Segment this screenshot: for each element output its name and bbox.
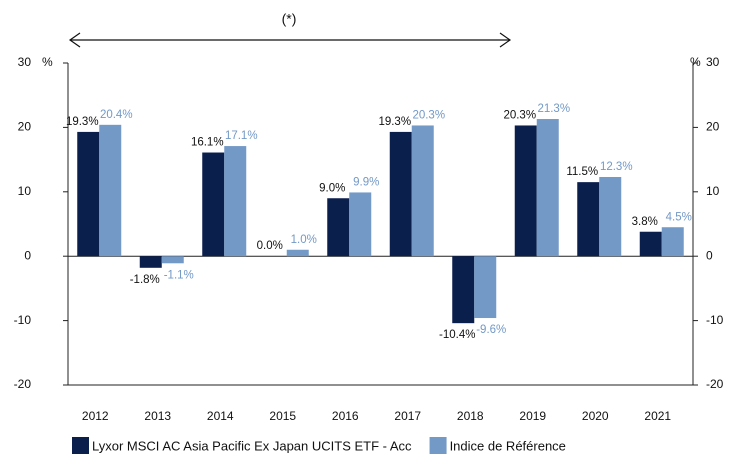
x-tick-label: 2021	[644, 409, 671, 423]
value-label: 16.1%	[191, 137, 224, 149]
bar	[536, 119, 559, 257]
legend-swatch	[72, 437, 89, 454]
value-label: 9.9%	[353, 176, 379, 188]
bar	[327, 198, 350, 257]
bar	[286, 249, 309, 257]
x-tick-label: 2020	[582, 409, 609, 423]
bar	[161, 256, 184, 264]
y-tick-label: -20	[14, 377, 32, 391]
annotation: (*)	[282, 11, 297, 27]
legend-label: Lyxor MSCI AC Asia Pacific Ex Japan UCIT…	[92, 438, 412, 453]
y-tick-label-right: 10	[706, 184, 720, 198]
y-tick-label: 20	[18, 120, 32, 134]
bar	[599, 176, 622, 257]
bar	[577, 182, 600, 257]
y-tick-label: 30	[18, 55, 32, 69]
x-tick-label: 2017	[394, 409, 421, 423]
bar	[202, 152, 225, 257]
value-label: 19.3%	[66, 116, 99, 128]
bar	[77, 131, 100, 257]
value-label: 3.8%	[632, 216, 658, 228]
y-tick-label-right: 20	[706, 120, 720, 134]
y-tick-label-right: -10	[706, 313, 724, 327]
value-label: 21.3%	[537, 103, 570, 115]
value-label: 9.0%	[319, 182, 345, 194]
value-label: 4.5%	[666, 211, 692, 223]
value-label: 12.3%	[600, 161, 633, 173]
value-label: 19.3%	[378, 116, 411, 128]
y-tick-label: -10	[14, 313, 32, 327]
value-label: -1.1%	[164, 269, 194, 281]
bar	[224, 146, 247, 257]
bar	[139, 256, 162, 268]
x-tick-label: 2018	[457, 409, 484, 423]
value-label: -10.4%	[439, 329, 475, 341]
value-label: 20.4%	[100, 109, 133, 121]
bar	[514, 125, 537, 257]
x-tick-label: 2016	[332, 409, 359, 423]
bar	[349, 192, 372, 257]
x-tick-label: 2012	[82, 409, 109, 423]
y-tick-label-right: 30	[706, 55, 720, 69]
x-tick-label: 2013	[144, 409, 171, 423]
value-label: 20.3%	[412, 109, 445, 121]
x-tick-label: 2014	[207, 409, 234, 423]
legend-swatch	[429, 437, 447, 454]
value-label: -1.8%	[130, 274, 160, 286]
bar	[452, 256, 475, 324]
y-tick-label-right: 0	[706, 248, 713, 262]
bar	[661, 227, 684, 257]
y-tick-label: 10	[18, 184, 32, 198]
x-tick-label: 2019	[519, 409, 546, 423]
x-tick-label: 2015	[269, 409, 296, 423]
legend-label: Indice de Référence	[450, 438, 566, 453]
value-label: 1.0%	[291, 234, 317, 246]
bar	[411, 125, 434, 257]
y-unit-right: %	[690, 55, 701, 69]
value-label: 11.5%	[566, 166, 598, 178]
bar	[639, 231, 662, 257]
value-label: -9.6%	[476, 324, 506, 336]
value-label: 0.0%	[257, 240, 283, 252]
value-label: 20.3%	[503, 109, 536, 121]
bar	[389, 131, 412, 257]
period-arrow	[68, 32, 512, 48]
bar	[99, 124, 122, 257]
y-tick-label-right: -20	[706, 377, 724, 391]
bar	[474, 256, 497, 319]
y-unit: %	[42, 55, 53, 69]
y-tick-label: 0	[24, 248, 31, 262]
value-label: 17.1%	[225, 130, 258, 142]
